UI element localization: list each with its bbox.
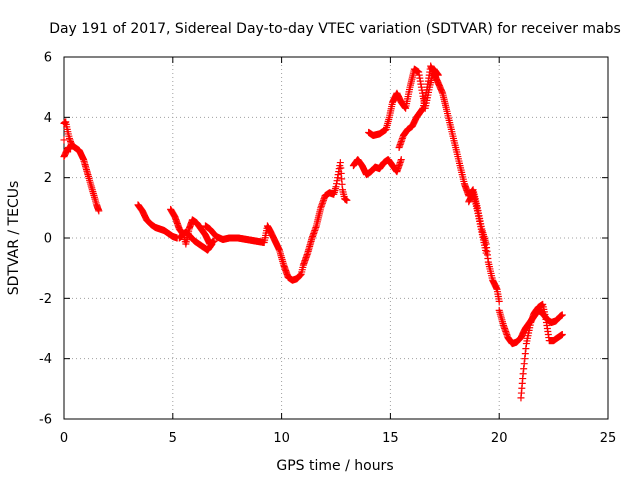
y-tick-label: -6 bbox=[39, 413, 52, 428]
y-tick-label: 2 bbox=[44, 171, 52, 186]
data-point bbox=[482, 249, 490, 257]
data-point bbox=[495, 297, 503, 305]
x-tick-label: 0 bbox=[60, 431, 68, 446]
x-axis-label: GPS time / hours bbox=[276, 458, 393, 474]
data-point bbox=[558, 311, 566, 319]
data-point bbox=[397, 156, 405, 164]
x-tick-label: 20 bbox=[491, 431, 508, 446]
y-axis-label: SDTVAR / TECUs bbox=[6, 181, 22, 296]
y-tick-label: 4 bbox=[44, 111, 52, 126]
data-point bbox=[208, 240, 216, 248]
data-point bbox=[95, 207, 103, 215]
y-tick-label: -2 bbox=[39, 292, 52, 307]
grid-lines bbox=[64, 57, 608, 419]
chart-title: Day 191 of 2017, Sidereal Day-to-day VTE… bbox=[49, 21, 621, 37]
axis-ticks: 0 5 10 15 20 25 -6 -4 -2 0 2 4 6 bbox=[39, 51, 616, 447]
data-point bbox=[60, 136, 68, 144]
y-tick-label: 6 bbox=[44, 51, 52, 66]
x-tick-label: 15 bbox=[382, 431, 399, 446]
data-point bbox=[67, 145, 75, 153]
y-tick-label: 0 bbox=[44, 232, 52, 247]
data-point bbox=[343, 196, 351, 204]
y-tick-label: -4 bbox=[39, 352, 52, 367]
data-point bbox=[558, 331, 566, 339]
x-tick-label: 5 bbox=[169, 431, 177, 446]
data-series bbox=[60, 62, 566, 402]
x-tick-label: 10 bbox=[273, 431, 290, 446]
x-tick-label: 25 bbox=[600, 431, 617, 446]
